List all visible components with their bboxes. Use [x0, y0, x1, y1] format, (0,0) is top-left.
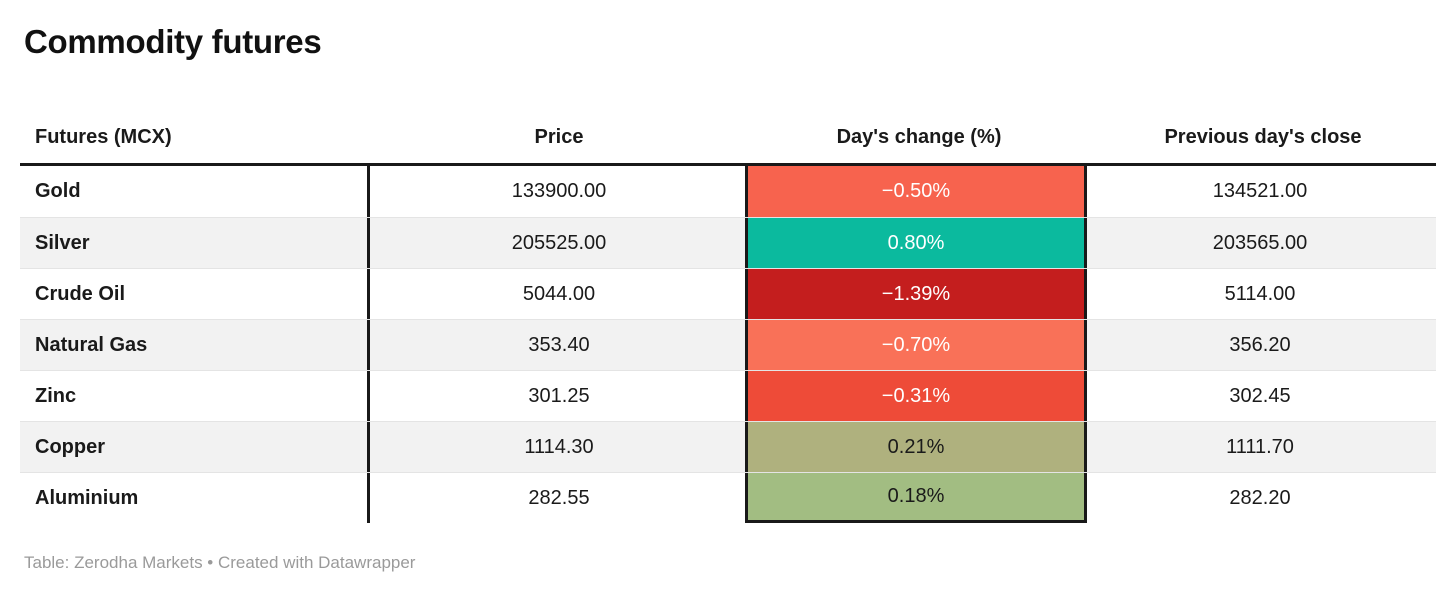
prev-close-value: 134521.00	[1212, 180, 1308, 202]
futures-name: Crude Oil	[20, 269, 370, 319]
prev-close-value: 5114.00	[1224, 282, 1296, 305]
column-header-days-change: Day's change (%)	[836, 126, 1002, 148]
price-value: 301.25	[528, 384, 590, 407]
change-value: −0.70%	[745, 320, 1087, 370]
change-value: 0.21%	[745, 422, 1087, 472]
table-header-row: Futures (MCX) Price Day's change (%) Pre…	[20, 92, 1436, 166]
futures-name: Zinc	[20, 371, 370, 421]
commodity-futures-table: Futures (MCX) Price Day's change (%) Pre…	[20, 92, 1436, 523]
table-attribution: Table: Zerodha Markets • Created with Da…	[24, 553, 416, 572]
futures-name: Aluminium	[20, 473, 370, 523]
table-row: Aluminium 282.55 0.18% 282.20	[20, 472, 1436, 523]
column-header-futures: Futures (MCX)	[35, 126, 172, 148]
change-value: 0.80%	[745, 218, 1087, 268]
table-row: Gold 133900.00 −0.50% 134521.00	[20, 166, 1436, 217]
prev-close-value: 282.20	[1229, 486, 1291, 509]
price-value: 1114.30	[524, 435, 594, 458]
table-row: Silver 205525.00 0.80% 203565.00	[20, 217, 1436, 268]
prev-close-value: 356.20	[1229, 333, 1291, 356]
change-value: −0.31%	[745, 371, 1087, 421]
futures-name: Silver	[20, 218, 370, 268]
price-value: 282.55	[528, 486, 590, 509]
futures-name: Copper	[20, 422, 370, 472]
table-row: Natural Gas 353.40 −0.70% 356.20	[20, 319, 1436, 370]
change-value: 0.18%	[745, 473, 1087, 523]
table-row: Zinc 301.25 −0.31% 302.45	[20, 370, 1436, 421]
column-header-prev-close: Previous day's close	[1164, 126, 1362, 148]
table-row: Copper 1114.30 0.21% 1111.70	[20, 421, 1436, 472]
futures-name: Natural Gas	[20, 320, 370, 370]
change-value: −0.50%	[745, 166, 1087, 217]
prev-close-value: 1111.70	[1226, 435, 1294, 458]
price-value: 205525.00	[511, 231, 607, 254]
change-value: −1.39%	[745, 269, 1087, 319]
price-value: 5044.00	[522, 282, 596, 305]
price-value: 133900.00	[511, 180, 607, 202]
prev-close-value: 302.45	[1229, 384, 1291, 407]
futures-name: Gold	[20, 166, 370, 217]
table-row: Crude Oil 5044.00 −1.39% 5114.00	[20, 268, 1436, 319]
prev-close-value: 203565.00	[1212, 231, 1308, 254]
page-title: Commodity futures	[24, 23, 322, 60]
column-header-price: Price	[534, 126, 584, 148]
price-value: 353.40	[528, 333, 590, 356]
